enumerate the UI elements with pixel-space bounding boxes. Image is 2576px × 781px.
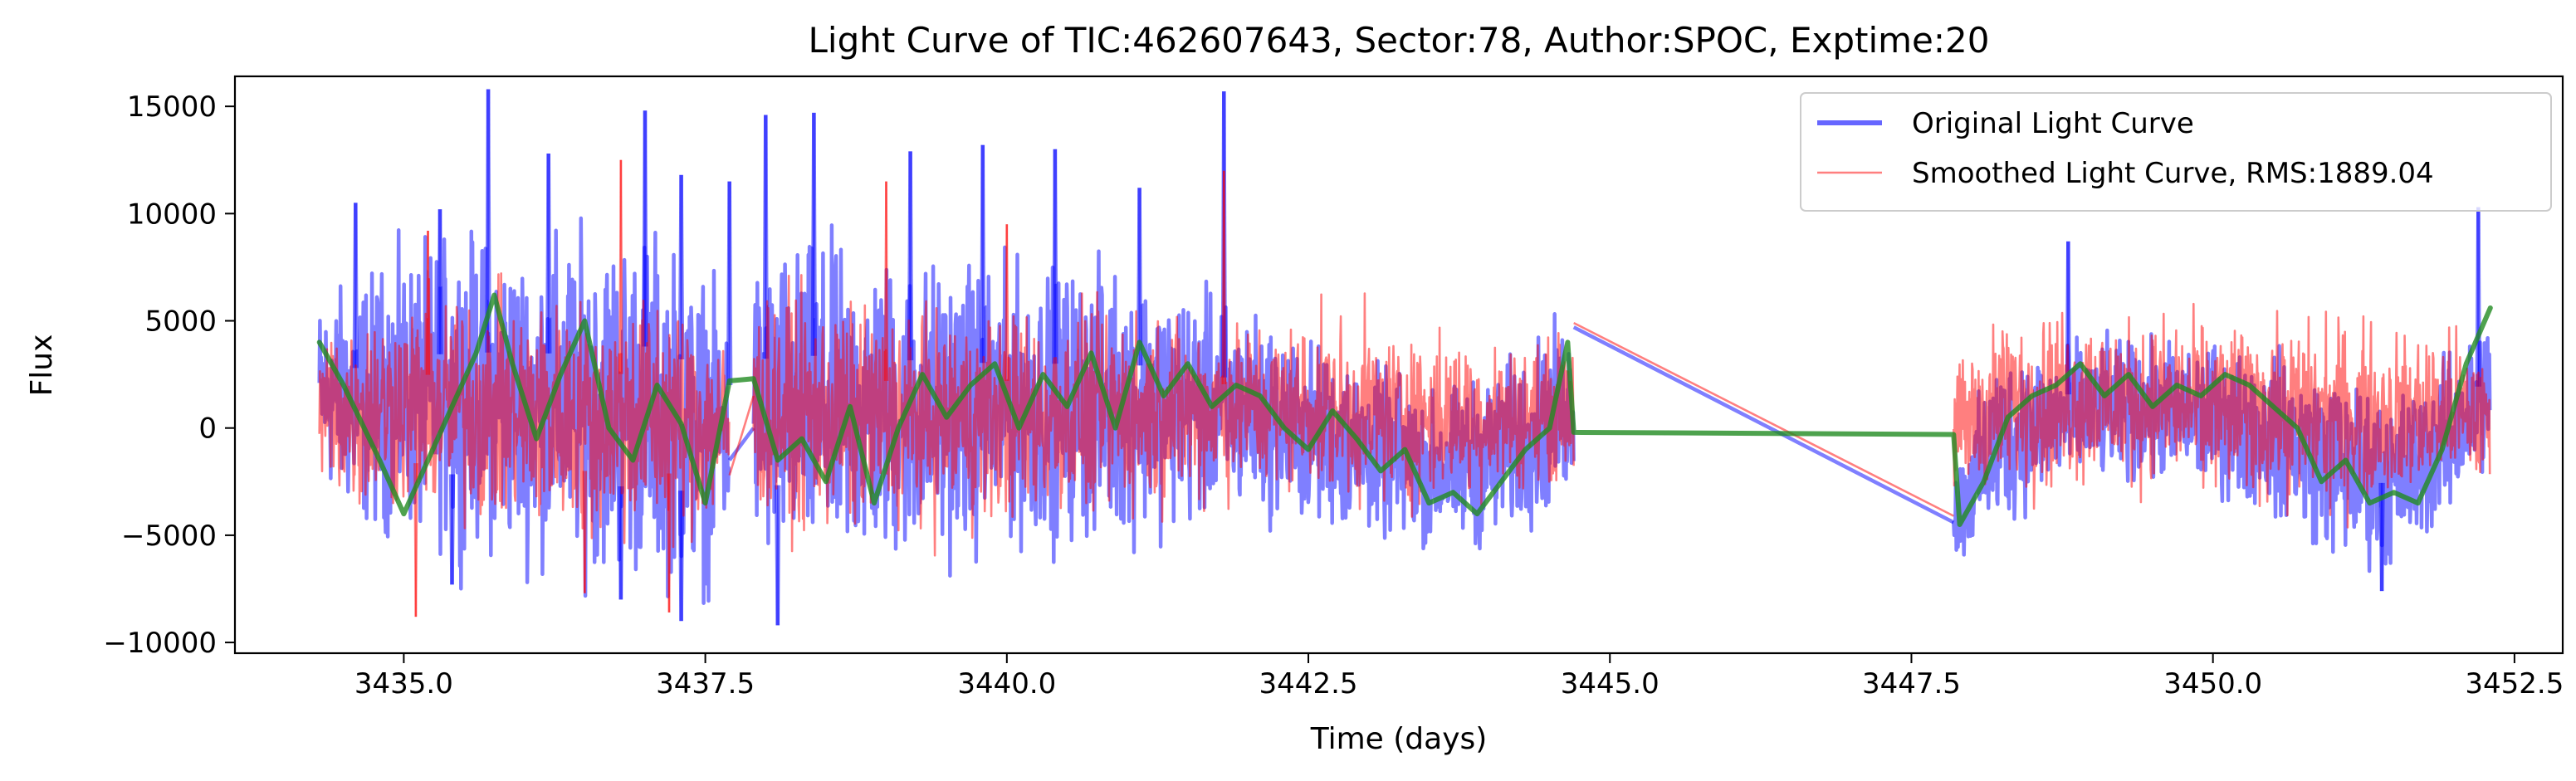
series-0-spike-down-19 [2379, 482, 2385, 592]
series-0-gap-connector-0 [727, 427, 755, 461]
x-axis: 3435.0 3437.5 3440.0 3442.5 3445.0 3447.5 3450… [354, 653, 2564, 700]
series-1-trace-1 [752, 274, 1575, 557]
series-0-spike-down-6 [727, 181, 733, 386]
series-1-spike-down-4 [1223, 170, 1227, 385]
chart-title: Light Curve of TIC:462607643, Sector:78,… [809, 20, 1990, 61]
y-tick-label-4: 10000 [127, 198, 217, 231]
series-0-spike-down-1 [437, 209, 443, 354]
series-0-gap-connector-1 [1572, 325, 1955, 525]
series-2-trend-line [316, 292, 2493, 527]
y-tick-label-3: 5000 [144, 305, 217, 339]
series-0-spike-down-10 [980, 144, 986, 364]
x-tick-label-3: 3442.5 [1259, 667, 1358, 700]
legend-label-0: Original Light Curve [1912, 107, 2194, 140]
series-0-spike-down-14 [2066, 241, 2072, 395]
legend-box [1800, 92, 2552, 212]
x-tick-label-2: 3440.0 [957, 667, 1056, 700]
series-1-spike-down-0 [427, 230, 431, 375]
series-0-spike-down-3 [546, 153, 552, 354]
legend-label-1: Smoothed Light Curve, RMS:1889.04 [1912, 157, 2434, 190]
x-tick-label-7: 3452.5 [2465, 667, 2564, 700]
x-tick-label-4: 3445.0 [1561, 667, 1659, 700]
series-0-spike-down-4 [643, 110, 648, 347]
series-0-spike-down-15 [2476, 207, 2482, 387]
series-0-spike-down-18 [450, 474, 456, 585]
series-0-spike-down-9 [908, 151, 914, 361]
plot-frame [233, 75, 2564, 655]
series-1-gap-connector-0 [728, 395, 755, 476]
series-1-spike-down-2 [885, 181, 889, 381]
legend: Original Light Curve Smoothed Light Curve… [1800, 92, 2552, 212]
y-tick-label-5: 15000 [127, 90, 217, 124]
series-2 [316, 292, 2493, 527]
y-tick-label-1: −5000 [121, 520, 217, 553]
series-1-trace-2 [1953, 302, 2491, 529]
series-1-spike-down-1 [619, 159, 623, 374]
x-tick-label-5: 3447.5 [1862, 667, 1961, 700]
series-0-spike-down-17 [775, 485, 781, 626]
series-0-spike-down-11 [1053, 149, 1058, 364]
series-1-spike-down-6 [667, 473, 672, 613]
x-tick-label-6: 3450.0 [2163, 667, 2262, 700]
series-layer [316, 89, 2493, 626]
series-1-spike-down-7 [584, 471, 588, 593]
series-0-spike-down-20 [618, 486, 624, 600]
series-0-spike-down-0 [354, 203, 359, 369]
x-tick-label-1: 3437.5 [656, 667, 755, 700]
y-axis: −10000 −5000 0 5000 10000 15000 [103, 90, 235, 660]
series-1-gap-connector-1 [1573, 321, 1954, 517]
x-axis-label: Time (days) [1310, 722, 1488, 756]
y-tick-label-2: 0 [198, 412, 217, 446]
series-1-spike-down-3 [1005, 224, 1009, 381]
series-0-spike-down-12 [1137, 188, 1143, 366]
y-axis-label: Flux [25, 334, 59, 397]
x-tick-label-0: 3435.0 [354, 667, 453, 700]
series-1-trace-0 [318, 272, 731, 549]
y-tick-label-0: −10000 [103, 627, 217, 660]
